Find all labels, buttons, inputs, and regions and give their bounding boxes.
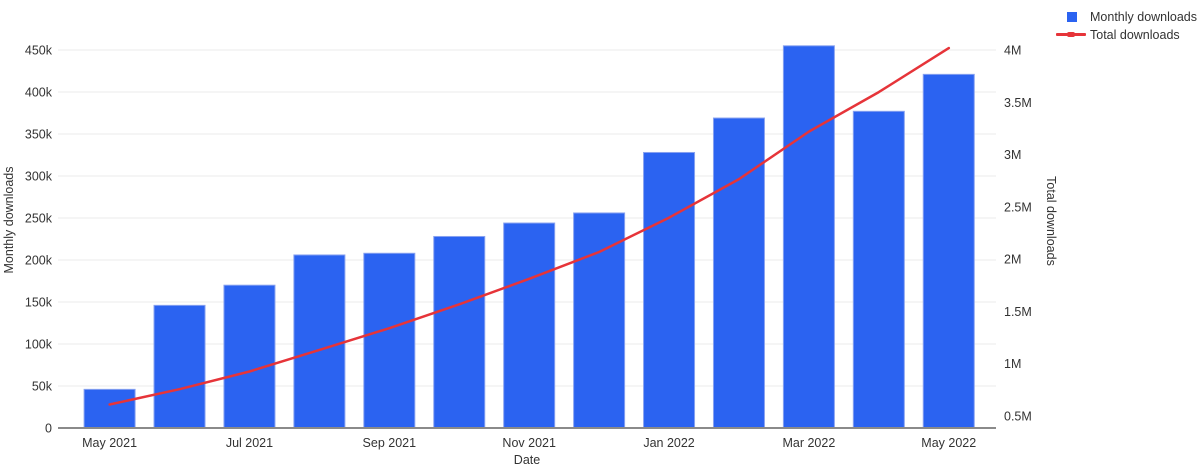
left-axis-title: Monthly downloads (2, 166, 16, 273)
right-axis-tick-label: 0.5M (1004, 410, 1032, 424)
legend-icon-cell (1056, 32, 1090, 37)
line-swatch-icon (1056, 32, 1086, 37)
right-axis-tick-label: 1.5M (1004, 305, 1032, 319)
x-axis-tick-label: Sep 2021 (363, 436, 417, 450)
bar-aug-2021[interactable] (293, 254, 346, 429)
bar-dec-2021[interactable] (573, 212, 626, 429)
bar-jul-2021[interactable] (223, 284, 276, 429)
x-axis-tick-label: May 2021 (82, 436, 137, 450)
x-axis-tick-label: Jul 2021 (226, 436, 273, 450)
grid-layer (58, 49, 996, 387)
bar-oct-2021[interactable] (433, 235, 486, 429)
legend-icon-cell (1056, 11, 1090, 22)
left-axis-tick-label: 150k (25, 296, 53, 310)
bar-sep-2021[interactable] (363, 252, 416, 429)
line-layer (108, 46, 951, 406)
right-axis-tick-label: 3.5M (1004, 96, 1032, 110)
bar-nov-2021[interactable] (503, 222, 556, 429)
right-axis-tick-label: 2.5M (1004, 200, 1032, 214)
left-axis-tick-label: 250k (25, 212, 53, 226)
label-layer: 0 50k 100k 150k 200k 250k 300k 350k 400k 450k 0.5M… (25, 44, 1032, 451)
left-axis-tick-label: 200k (25, 254, 53, 268)
legend-item-monthly-downloads[interactable]: Monthly downloads (1056, 9, 1197, 24)
legend-label: Total downloads (1090, 27, 1180, 42)
left-axis-tick-label: 450k (25, 44, 53, 58)
left-axis-tick-label: 0 (45, 422, 52, 436)
bar-jan-2022[interactable] (643, 151, 696, 429)
bar-layer (83, 45, 975, 429)
bar-apr-2022[interactable] (852, 110, 905, 429)
right-axis-tick-label: 1M (1004, 357, 1021, 371)
right-axis-title: Total downloads (1044, 176, 1058, 266)
total-downloads-line[interactable] (108, 46, 951, 406)
bar-swatch-icon (1067, 11, 1077, 22)
left-axis-tick-label: 400k (25, 86, 53, 100)
x-axis-tick-label: Nov 2021 (502, 436, 556, 450)
x-axis-tick-label: Jan 2022 (643, 436, 694, 450)
bar-mar-2022[interactable] (782, 45, 835, 429)
legend-label: Monthly downloads (1090, 9, 1198, 24)
left-axis-tick-label: 300k (25, 170, 53, 184)
left-axis-tick-label: 100k (25, 338, 53, 352)
bar-may-2021[interactable] (83, 388, 136, 429)
legend-item-total-downloads[interactable]: Total downloads (1056, 27, 1197, 42)
right-axis-tick-label: 4M (1004, 44, 1021, 58)
right-axis-tick-label: 2M (1004, 253, 1021, 267)
left-axis-tick-label: 350k (25, 128, 53, 142)
legend: Monthly downloads Total downloads (1056, 9, 1197, 42)
x-axis-tick-label: May 2022 (921, 436, 976, 450)
bar-feb-2022[interactable] (712, 117, 765, 429)
bar-may-2022[interactable] (922, 73, 975, 429)
right-axis-tick-label: 3M (1004, 148, 1021, 162)
x-axis-tick-label: Mar 2022 (782, 436, 835, 450)
left-axis-tick-label: 50k (32, 380, 53, 394)
bar-jun-2021[interactable] (153, 304, 206, 429)
x-axis-title: Date (514, 453, 540, 467)
